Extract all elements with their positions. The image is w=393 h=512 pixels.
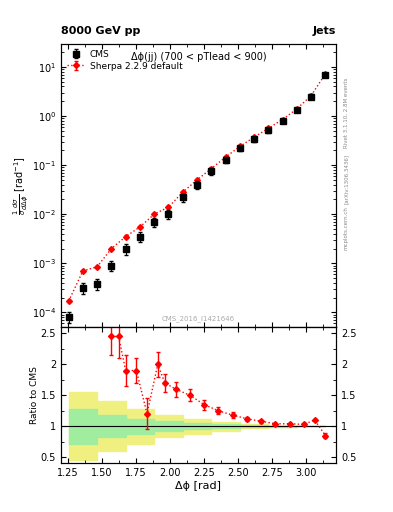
Text: CMS_2016_I1421646: CMS_2016_I1421646 (162, 315, 235, 322)
Text: Jets: Jets (313, 26, 336, 36)
Text: [arXiv:1306.3436]: [arXiv:1306.3436] (344, 154, 349, 204)
Text: Δϕ(jj) (700 < pTlead < 900): Δϕ(jj) (700 < pTlead < 900) (130, 52, 266, 62)
Text: mcplots.cern.ch: mcplots.cern.ch (344, 206, 349, 250)
Text: Rivet 3.1.10, 2.8M events: Rivet 3.1.10, 2.8M events (344, 77, 349, 148)
Text: 8000 GeV pp: 8000 GeV pp (61, 26, 140, 36)
Y-axis label: $\frac{1}{\sigma}\frac{d\sigma}{d\Delta\phi}$ [rad$^{-1}$]: $\frac{1}{\sigma}\frac{d\sigma}{d\Delta\… (12, 156, 31, 215)
X-axis label: Δϕ [rad]: Δϕ [rad] (175, 481, 222, 491)
Y-axis label: Ratio to CMS: Ratio to CMS (30, 367, 39, 424)
Legend: CMS, Sherpa 2.2.9 default: CMS, Sherpa 2.2.9 default (65, 48, 184, 72)
